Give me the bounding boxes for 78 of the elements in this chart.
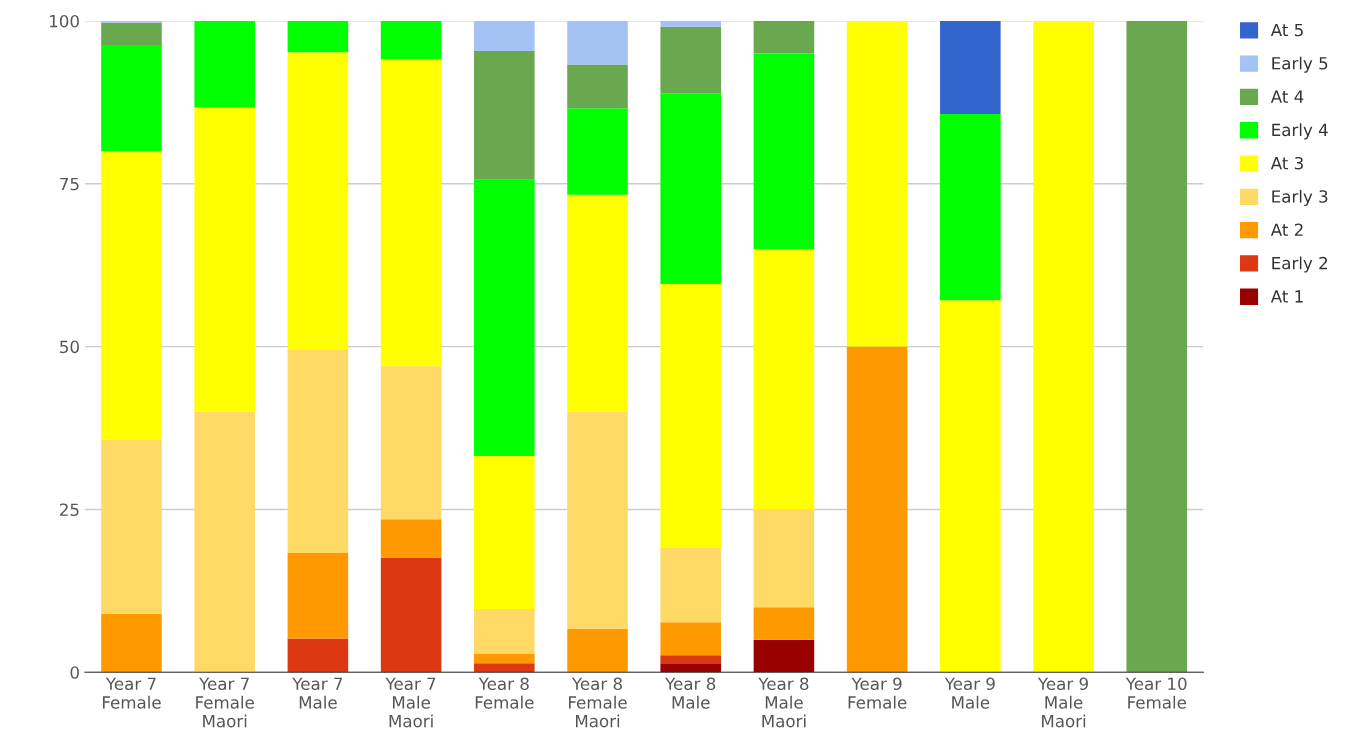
bar (194, 411, 255, 673)
x-tick-label: Year 8 Male (665, 677, 716, 709)
x-tick-label: Year 9 Female (848, 677, 907, 709)
bar (380, 519, 442, 558)
x-tick-label: Year 9 Male (944, 677, 995, 709)
bar (660, 26, 722, 94)
y-tick-label: 25 (60, 503, 79, 517)
bar (567, 20, 628, 65)
bar (287, 553, 349, 639)
legend-label: At 3 (1270, 156, 1303, 170)
legend-label: Early 5 (1272, 56, 1328, 73)
y-tick-label: 0 (70, 666, 79, 679)
bar (567, 64, 628, 109)
bar (753, 248, 815, 510)
bar (940, 114, 1001, 301)
bar (846, 20, 908, 347)
bar (287, 349, 349, 554)
bar (567, 411, 628, 629)
x-tick-label: Year 9 Male Maori (1037, 677, 1088, 728)
legend-label: Early 3 (1272, 189, 1328, 207)
bar (660, 622, 722, 656)
bar (660, 663, 722, 673)
bar (753, 639, 815, 673)
legend-label: Early 4 (1272, 123, 1328, 140)
bar (287, 638, 349, 673)
bar (1033, 20, 1094, 673)
bar (940, 20, 1001, 115)
bar (660, 93, 722, 285)
bar (194, 107, 255, 412)
x-tick-label: Year 8 Female (475, 677, 534, 709)
bar (474, 20, 535, 51)
bar (753, 607, 815, 640)
x-tick-label: Year 7 Male Maori (385, 677, 436, 728)
y-tick-label: 75 (60, 177, 79, 191)
bar (101, 151, 162, 440)
bar (474, 456, 535, 610)
bar (101, 22, 162, 46)
y-tick-label: 100 (50, 14, 79, 28)
bar (287, 20, 349, 53)
bar (660, 655, 722, 664)
bar (660, 20, 722, 27)
x-tick-label: Year 7 Female Maori (196, 677, 254, 728)
legend-label: At 5 (1270, 23, 1303, 37)
bar (660, 547, 722, 623)
x-tick-label: Year 10 Female (1125, 677, 1187, 709)
bar (287, 52, 349, 350)
bar (753, 20, 815, 54)
bar (660, 284, 722, 548)
bar (753, 53, 815, 249)
y-tick-label: 50 (60, 340, 79, 354)
legend-label: At 4 (1270, 90, 1304, 103)
bar (846, 346, 908, 673)
bar (567, 628, 628, 673)
bar (380, 557, 442, 673)
bar (753, 509, 815, 608)
bar (567, 194, 628, 412)
legend-label: Early 2 (1272, 256, 1328, 273)
bar (101, 613, 162, 673)
bar (940, 300, 1001, 673)
bar (101, 439, 162, 614)
x-tick-label: Year 8 Male Maori (758, 677, 809, 728)
bar (380, 59, 442, 367)
x-tick-label: Year 7 Male (292, 677, 343, 709)
bar (474, 50, 535, 180)
bar (101, 45, 162, 152)
bar (380, 366, 442, 520)
x-tick-label: Year 8 Female Maori (569, 677, 627, 728)
bar (1126, 20, 1188, 673)
bar (474, 663, 535, 673)
legend-label: At 1 (1270, 290, 1303, 303)
x-tick-label: Year 7 Female (102, 677, 161, 709)
bar (474, 179, 535, 457)
bar (194, 20, 255, 108)
legend-label: At 2 (1270, 223, 1303, 236)
bar (474, 609, 535, 654)
bar (474, 653, 535, 664)
bar (567, 108, 628, 195)
bar (380, 20, 442, 60)
